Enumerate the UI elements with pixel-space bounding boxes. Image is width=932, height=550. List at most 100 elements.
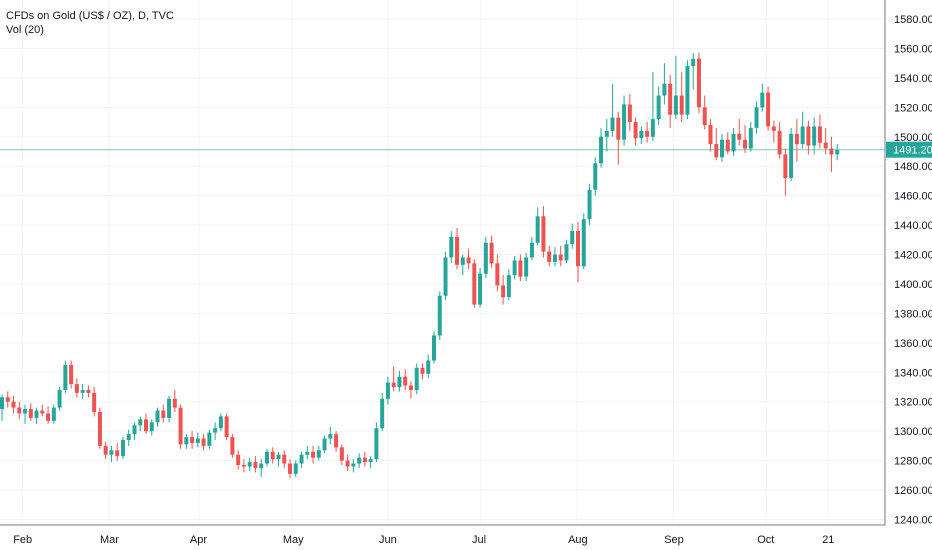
candle-body	[760, 92, 765, 108]
candle-body	[662, 83, 667, 96]
candle-body	[155, 410, 160, 423]
candle-body	[783, 154, 788, 178]
candle-down	[253, 456, 258, 473]
candle-up	[368, 456, 373, 468]
candle-down	[766, 86, 771, 131]
candle-body	[449, 236, 454, 258]
candle-up	[218, 413, 223, 432]
candle-body	[103, 445, 108, 455]
candle-up	[432, 331, 436, 364]
candle-up	[207, 429, 212, 449]
candle-body	[696, 58, 701, 108]
candle-body	[241, 465, 246, 467]
candle-up	[120, 437, 125, 460]
candle-body	[725, 139, 730, 152]
x-tick-label: Aug	[568, 534, 588, 546]
candle-up	[195, 432, 200, 448]
candle-body	[812, 126, 817, 146]
candle-down	[518, 254, 523, 282]
candle-body	[51, 407, 56, 421]
candle-up	[685, 60, 690, 120]
candle-up	[748, 122, 753, 152]
candle-body	[766, 92, 771, 127]
candle-body	[478, 273, 483, 305]
candle-up	[149, 419, 154, 436]
candle-down	[541, 205, 546, 258]
candle-body	[397, 376, 402, 387]
x-tick-label: Oct	[757, 534, 774, 546]
candle-body	[138, 419, 143, 426]
candle-down	[201, 434, 206, 451]
candle-body	[420, 367, 425, 374]
y-tick-label: 1480.00	[894, 161, 932, 173]
candle-body	[334, 434, 339, 448]
candle-body	[132, 425, 137, 435]
candle-up	[57, 387, 62, 411]
candle-up	[276, 451, 281, 467]
candle-body	[656, 95, 661, 120]
candle-body	[829, 148, 834, 155]
candle-body	[437, 295, 442, 336]
y-tick-label: 1520.00	[894, 102, 932, 114]
candle-down	[547, 245, 552, 267]
candle-body	[800, 126, 805, 145]
candle-up	[460, 254, 465, 276]
candle-body	[362, 457, 367, 463]
candle-down	[783, 148, 788, 196]
y-tick-label: 1240.00	[894, 514, 932, 526]
candle-up	[109, 445, 114, 463]
candle-body	[253, 462, 258, 468]
candle-body	[501, 285, 506, 298]
candle-body	[92, 392, 97, 413]
candle-body	[743, 139, 748, 149]
candle-down	[645, 122, 650, 143]
candle-down	[334, 431, 339, 452]
candle-up	[720, 133, 724, 162]
candle-body	[218, 416, 223, 429]
candle-down	[823, 127, 828, 155]
candle-up	[351, 459, 356, 473]
candle-down	[236, 450, 241, 470]
candle-up	[760, 83, 765, 112]
candle-down	[74, 378, 79, 398]
candle-down	[472, 258, 477, 308]
candle-down	[161, 404, 166, 423]
candle-body	[432, 335, 436, 361]
candle-down	[702, 95, 707, 130]
candle-down	[345, 454, 350, 471]
candle-body	[673, 95, 678, 115]
candle-body	[167, 398, 172, 418]
candle-body	[466, 257, 471, 264]
candle-body	[385, 382, 390, 399]
candle-down	[806, 120, 811, 155]
candle-body	[806, 126, 811, 146]
y-tick-label: 1260.00	[894, 485, 932, 497]
chart-legend: CFDs on Gold (US$ / OZ), D, TVC Vol (20)	[6, 9, 174, 37]
candle-body	[328, 434, 333, 439]
candle-body	[172, 398, 177, 408]
candle-up	[357, 453, 362, 468]
candle-down	[224, 413, 229, 440]
candle-body	[408, 385, 413, 390]
candle-up	[299, 451, 304, 468]
x-tick-label: Jul	[472, 534, 486, 546]
candle-down	[46, 406, 51, 424]
candle-body	[276, 454, 281, 460]
candle-body	[535, 216, 540, 243]
candle-down	[616, 111, 621, 165]
candle-up	[293, 460, 298, 477]
candle-down	[558, 245, 563, 267]
candle-down	[829, 136, 834, 173]
candle-body	[109, 450, 114, 455]
candle-up	[437, 291, 442, 340]
candle-body	[201, 438, 206, 446]
candle-down	[11, 395, 16, 414]
candle-body	[305, 451, 310, 455]
candle-up	[835, 144, 840, 161]
candle-down	[576, 222, 580, 283]
candle-body	[195, 438, 200, 443]
candle-body	[558, 254, 563, 261]
candle-down	[777, 122, 782, 159]
